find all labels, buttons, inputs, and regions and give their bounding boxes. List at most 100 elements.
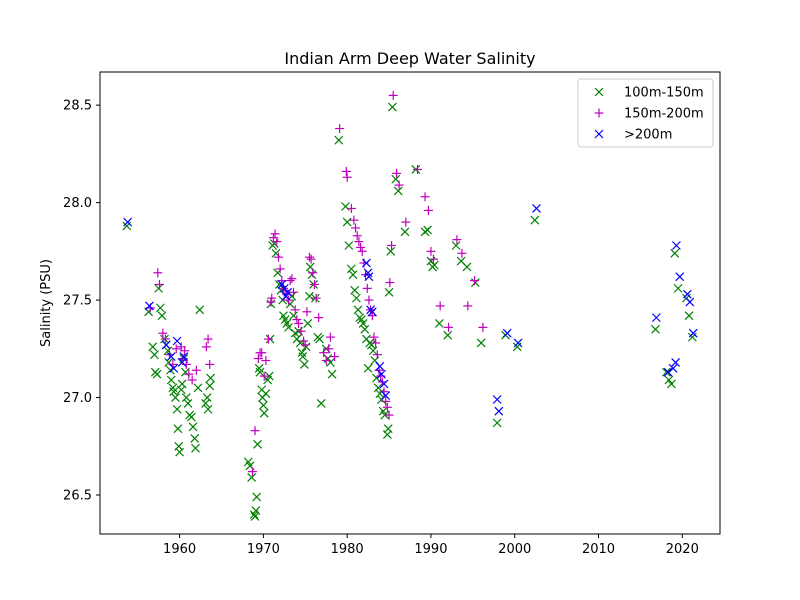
data-point	[261, 356, 271, 366]
data-point	[387, 102, 397, 112]
data-point	[452, 235, 462, 245]
data-point	[375, 389, 385, 399]
data-point	[330, 352, 340, 362]
data-point	[255, 367, 265, 377]
data-point	[671, 358, 681, 367]
data-point	[413, 164, 423, 174]
data-point	[429, 260, 439, 270]
data-point	[423, 205, 433, 215]
data-point	[314, 313, 324, 323]
data-point	[302, 307, 312, 317]
data-point	[435, 301, 445, 311]
data-point	[351, 223, 361, 233]
data-point	[172, 336, 182, 346]
data-point	[379, 379, 389, 389]
data-point	[373, 383, 383, 393]
data-point	[323, 354, 333, 363]
data-point	[150, 350, 159, 360]
y-tick-label: 26.5	[63, 489, 92, 504]
data-point	[315, 334, 324, 344]
data-point	[401, 217, 411, 227]
data-point	[423, 225, 433, 235]
data-point	[153, 268, 163, 278]
data-point	[251, 506, 261, 516]
data-point	[346, 264, 356, 274]
data-point	[152, 369, 162, 379]
data-point	[384, 287, 394, 297]
data-point	[362, 258, 371, 268]
data-point	[305, 291, 314, 301]
data-point	[532, 204, 541, 213]
data-point	[294, 318, 304, 328]
data-point	[383, 424, 393, 434]
legend-label: 150m-200m	[624, 107, 704, 122]
data-point	[292, 315, 302, 325]
data-point	[367, 340, 376, 350]
data-point	[325, 332, 335, 342]
data-point	[351, 293, 361, 303]
data-point	[169, 387, 179, 397]
data-point	[258, 400, 268, 410]
chart-title: Indian Arm Deep Water Salinity	[284, 49, 535, 68]
data-point	[287, 274, 297, 284]
data-point	[661, 367, 671, 377]
data-point	[247, 473, 257, 482]
data-point	[203, 404, 213, 414]
x-tick-label: 1970	[247, 542, 280, 557]
data-point	[263, 334, 273, 344]
data-point	[394, 180, 404, 190]
data-point	[161, 340, 171, 350]
data-point	[353, 305, 363, 315]
data-point	[283, 287, 293, 297]
data-point	[160, 334, 170, 344]
data-point	[385, 278, 395, 288]
data-point	[384, 410, 394, 420]
data-point	[354, 237, 364, 247]
data-point	[476, 338, 486, 348]
data-point	[201, 342, 211, 352]
data-point	[158, 328, 168, 338]
data-point	[264, 371, 274, 381]
data-point	[664, 375, 674, 385]
data-point	[367, 311, 377, 321]
data-point	[386, 246, 396, 256]
data-point	[502, 328, 512, 338]
data-point	[309, 279, 319, 289]
x-tick-label: 1980	[331, 542, 364, 557]
data-point	[377, 369, 386, 379]
data-point	[175, 447, 185, 457]
data-point	[300, 359, 309, 369]
data-point	[289, 311, 298, 321]
x-tick-label: 2020	[666, 542, 699, 557]
data-point	[400, 227, 410, 237]
data-point	[273, 252, 283, 262]
data-point	[300, 340, 310, 350]
data-point	[670, 248, 680, 258]
data-point	[357, 246, 367, 256]
data-point	[444, 322, 454, 332]
data-point	[356, 242, 366, 252]
data-point	[387, 240, 397, 250]
data-point	[341, 202, 350, 211]
data-point	[267, 293, 277, 303]
data-point	[272, 237, 282, 247]
data-point	[434, 319, 444, 328]
data-point	[492, 418, 502, 428]
data-point	[530, 215, 540, 225]
data-point	[166, 352, 176, 362]
data-point	[177, 379, 187, 389]
data-point	[181, 367, 190, 377]
x-tick-label: 2000	[498, 542, 531, 557]
data-point	[451, 241, 461, 250]
data-point	[470, 276, 480, 286]
data-point	[470, 278, 480, 287]
data-point	[362, 283, 372, 293]
series-2	[123, 204, 698, 416]
data-point	[303, 319, 313, 328]
data-point	[492, 395, 502, 404]
axes-frame	[99, 71, 721, 535]
data-point	[266, 297, 276, 307]
data-point	[364, 295, 374, 305]
data-point	[666, 379, 676, 389]
